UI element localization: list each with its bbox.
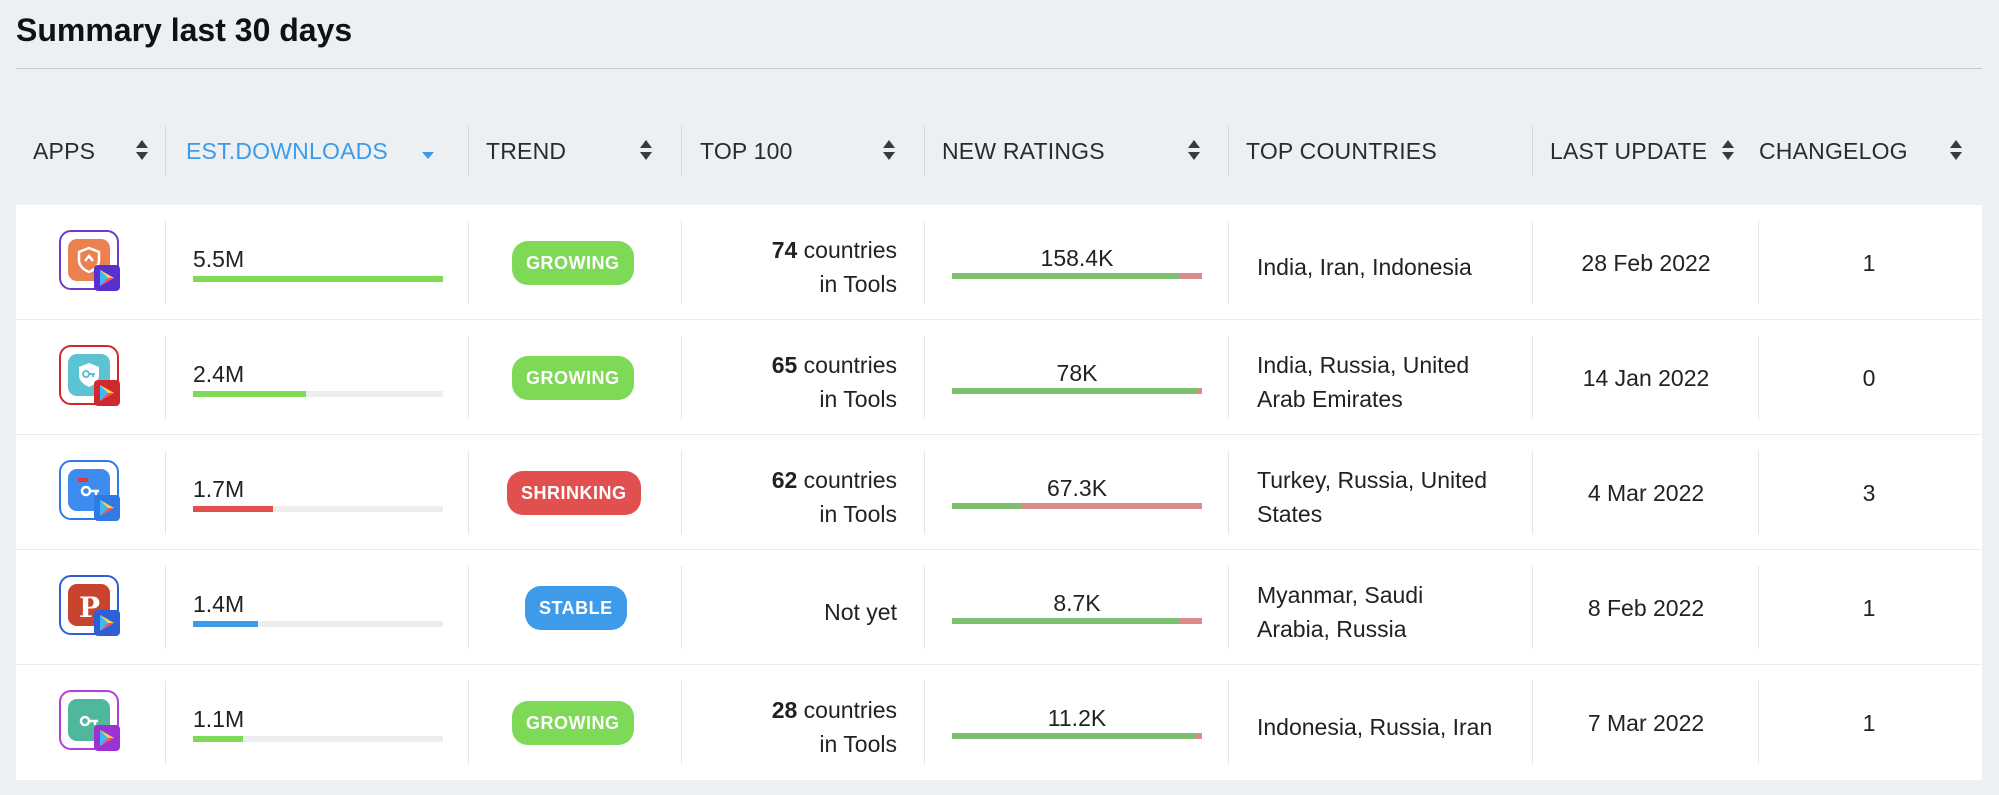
table-row[interactable]: 1.1M GROWING 28 countries in Tools 11.2K…	[16, 665, 1982, 780]
trend-badge: STABLE	[525, 586, 627, 630]
changelog-count[interactable]: 3	[1862, 480, 1876, 506]
ratings-bar	[952, 733, 1202, 739]
column-header-downloads[interactable]: EST.DOWNLOADS	[166, 120, 469, 182]
downloads-cell: 1.7M	[166, 435, 469, 550]
blue-key-app-icon[interactable]	[59, 460, 120, 521]
top100-cell: 74 countries in Tools	[682, 205, 925, 320]
ratings-bar	[952, 618, 1202, 624]
ratings-bar	[952, 503, 1202, 509]
table-row[interactable]: P 1.4M STABLE Not yet 8.7K Myanmar, Saud…	[16, 550, 1982, 665]
sort-icon[interactable]	[1949, 140, 1963, 162]
downloads-bar	[193, 506, 443, 512]
downloads-bar	[193, 391, 443, 397]
teal-key-app-icon[interactable]	[59, 345, 120, 406]
column-header-apps[interactable]: APPS	[16, 120, 166, 182]
ratings-cell: 11.2K	[925, 665, 1229, 780]
sort-descending-icon[interactable]	[421, 152, 435, 160]
sort-icon[interactable]	[1187, 140, 1201, 162]
table-row[interactable]: 1.7M SHRINKING 62 countries in Tools 67.…	[16, 435, 1982, 550]
apps-table: 5.5M GROWING 74 countries in Tools 158.4…	[16, 205, 1982, 780]
downloads-cell: 1.4M	[166, 550, 469, 665]
top-countries: Myanmar, Saudi Arabia, Russia	[1257, 582, 1424, 642]
column-header-top100[interactable]: TOP 100	[682, 120, 925, 182]
column-header-trend[interactable]: TREND	[469, 120, 682, 182]
downloads-cell: 2.4M	[166, 320, 469, 435]
changelog-count[interactable]: 1	[1862, 710, 1876, 736]
last-update-date: 28 Feb 2022	[1581, 250, 1711, 276]
column-header-last-update[interactable]: LAST UPDATE	[1533, 120, 1759, 182]
ratings-bar	[952, 273, 1202, 279]
top-countries: Turkey, Russia, United States	[1257, 467, 1488, 527]
title-divider	[16, 68, 1982, 69]
top100-cell: Not yet	[682, 550, 925, 665]
ratings-cell: 78K	[925, 320, 1229, 435]
sort-icon[interactable]	[882, 140, 896, 162]
last-update-date: 14 Jan 2022	[1582, 365, 1710, 391]
top100-cell: 65 countries in Tools	[682, 320, 925, 435]
column-header-countries: TOP COUNTRIES	[1229, 120, 1533, 182]
sort-icon[interactable]	[1721, 140, 1735, 162]
table-row[interactable]: 5.5M GROWING 74 countries in Tools 158.4…	[16, 205, 1982, 320]
top-countries: India, Iran, Indonesia	[1257, 254, 1472, 280]
ratings-bar	[952, 388, 1202, 394]
green-key-app-icon[interactable]	[59, 690, 120, 751]
changelog-count[interactable]: 1	[1862, 595, 1876, 621]
changelog-count[interactable]: 1	[1862, 250, 1876, 276]
downloads-bar	[193, 276, 443, 282]
top100-cell: 62 countries in Tools	[682, 435, 925, 550]
page-title: Summary last 30 days	[16, 12, 353, 48]
last-update-date: 4 Mar 2022	[1587, 480, 1705, 506]
column-header-ratings[interactable]: NEW RATINGS	[925, 120, 1229, 182]
downloads-bar	[193, 621, 443, 627]
orange-shield-app-icon[interactable]	[59, 230, 120, 291]
sort-icon[interactable]	[639, 140, 653, 162]
table-header: APPS EST.DOWNLOADS TREND TOP 100 NEW RAT…	[16, 120, 1982, 182]
trend-badge: SHRINKING	[507, 471, 641, 515]
ratings-cell: 67.3K	[925, 435, 1229, 550]
sort-icon[interactable]	[135, 140, 149, 162]
trend-badge: GROWING	[512, 701, 634, 745]
downloads-cell: 5.5M	[166, 205, 469, 320]
top-countries: India, Russia, United Arab Emirates	[1257, 352, 1470, 412]
ratings-cell: 8.7K	[925, 550, 1229, 665]
trend-badge: GROWING	[512, 241, 634, 285]
ratings-cell: 158.4K	[925, 205, 1229, 320]
top-countries: Indonesia, Russia, Iran	[1257, 714, 1493, 740]
downloads-cell: 1.1M	[166, 665, 469, 780]
column-header-changelog[interactable]: CHANGELOG	[1759, 120, 1982, 182]
trend-badge: GROWING	[512, 356, 634, 400]
downloads-bar	[193, 736, 443, 742]
last-update-date: 7 Mar 2022	[1587, 710, 1705, 736]
top100-cell: 28 countries in Tools	[682, 665, 925, 780]
last-update-date: 8 Feb 2022	[1587, 595, 1705, 621]
table-row[interactable]: 2.4M GROWING 65 countries in Tools 78K I…	[16, 320, 1982, 435]
red-p-app-icon[interactable]: P	[59, 575, 120, 636]
changelog-count[interactable]: 0	[1862, 365, 1876, 391]
